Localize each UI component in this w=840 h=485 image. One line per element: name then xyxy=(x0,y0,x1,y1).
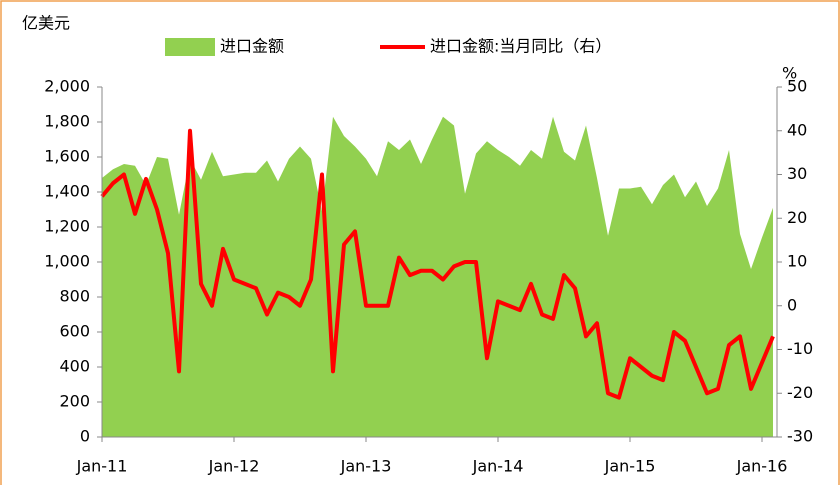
y2-tick-label: -30 xyxy=(787,427,813,446)
y2-tick-label: -10 xyxy=(787,339,813,358)
x-tick-label: Jan-12 xyxy=(208,457,260,476)
y2-tick-label: 10 xyxy=(787,252,807,271)
y2-tick-label: 0 xyxy=(787,295,797,314)
y-tick-label: 1,800 xyxy=(44,112,90,131)
y2-tick-label: 40 xyxy=(787,120,807,139)
y-tick-label: 1,200 xyxy=(44,217,90,236)
legend-label: 进口金额:当月同比（右） xyxy=(430,37,611,56)
legend-label: 进口金额 xyxy=(220,37,284,56)
y2-tick-label: -20 xyxy=(787,383,813,402)
y2-tick-label: 30 xyxy=(787,164,807,183)
x-tick-label: Jan-11 xyxy=(76,457,128,476)
y-tick-label: 400 xyxy=(59,357,90,376)
y-tick-label: 2,000 xyxy=(44,77,90,96)
y2-tick-label: 50 xyxy=(787,77,807,96)
y-tick-label: 1,000 xyxy=(44,252,90,271)
y-tick-label: 200 xyxy=(59,392,90,411)
x-tick-label: Jan-15 xyxy=(604,457,656,476)
y-tick-label: 600 xyxy=(59,322,90,341)
line xyxy=(100,128,775,400)
y-tick-label: 1,600 xyxy=(44,147,90,166)
y-tick-label: 1,400 xyxy=(44,182,90,201)
y-tick-label: 800 xyxy=(59,287,90,306)
y-tick-label: 0 xyxy=(80,427,90,446)
x-tick-label: Jan-16 xyxy=(736,457,788,476)
legend-swatch xyxy=(165,38,215,56)
y-axis-unit: 亿美元 xyxy=(22,14,70,33)
x-tick-label: Jan-13 xyxy=(340,457,392,476)
x-tick-label: Jan-14 xyxy=(472,457,524,476)
y2-axis-unit: % xyxy=(782,64,797,83)
y2-tick-label: 20 xyxy=(787,208,807,227)
